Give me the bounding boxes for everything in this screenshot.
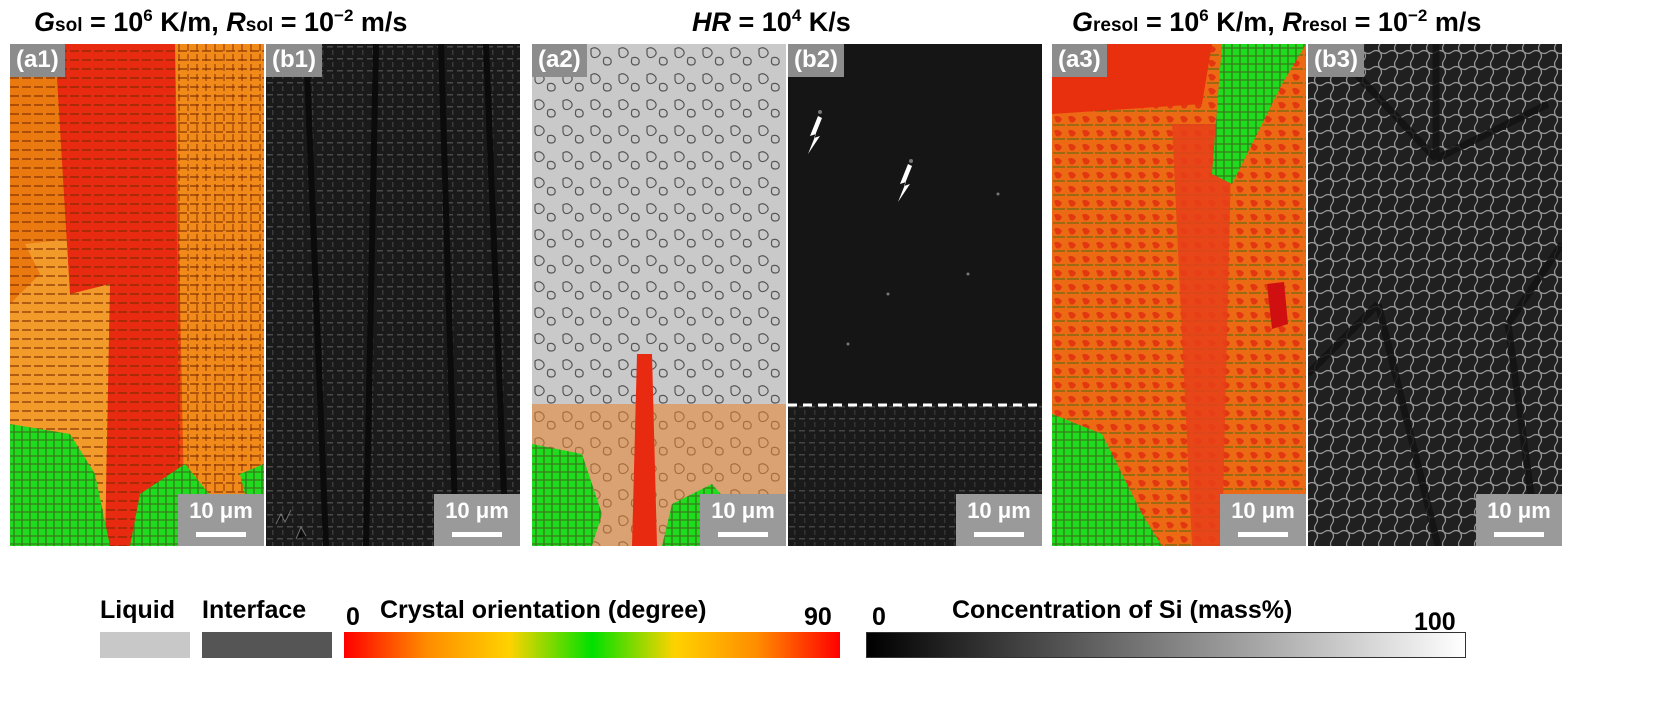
scale-bar: 10 μm (434, 494, 520, 546)
legend-interface-swatch (202, 632, 332, 658)
orientation-min-label: 0 (346, 603, 360, 631)
r-exponent: −2 (1407, 6, 1428, 25)
r-exponent: −2 (334, 6, 354, 25)
scale-line (1238, 532, 1288, 537)
concentration-map-image (266, 44, 520, 546)
arrow-icon (808, 116, 822, 154)
panel-label: (b2) (788, 44, 844, 77)
r-unit: m/s (353, 7, 408, 37)
scale-bar: 10 μm (1220, 494, 1306, 546)
panel-b2-concentration-map: (b2) 10 μm (788, 44, 1042, 546)
scale-label: 10 μm (967, 498, 1031, 523)
r-subscript: sol (245, 15, 274, 36)
g-subscript: resol (1093, 15, 1139, 36)
panel-label: (b1) (266, 44, 322, 77)
r-subscript: resol (1301, 15, 1348, 36)
orientation-liquid-map-image (532, 44, 786, 546)
concentration-liquid-map-image (788, 44, 1042, 546)
scale-label: 10 μm (445, 498, 509, 523)
hr-symbol: HR (692, 7, 731, 37)
header-middle: HR = 104 K/s (692, 6, 851, 38)
scale-line (452, 532, 502, 537)
panel-label: (a1) (10, 44, 65, 77)
scale-label: 10 μm (1487, 498, 1551, 523)
orientation-map-image (1052, 44, 1306, 546)
g-equals: = 10 (1138, 7, 1200, 37)
panel-label: (b3) (1308, 44, 1364, 77)
r-symbol: R (226, 7, 246, 37)
orientation-map-image (10, 44, 264, 546)
r-symbol: R (1282, 7, 1302, 37)
panel-label: (a2) (532, 44, 587, 77)
g-exponent: 6 (143, 6, 153, 25)
scale-line (196, 532, 246, 537)
g-equals: = 10 (82, 7, 144, 37)
orientation-title: Crystal orientation (degree) (380, 596, 707, 624)
arrow-icon (898, 164, 912, 202)
scale-bar: 10 μm (956, 494, 1042, 546)
hr-exponent: 4 (791, 6, 802, 25)
scale-bar: 10 μm (178, 494, 264, 546)
legend-liquid-swatch (100, 632, 190, 658)
panel-a3-orientation-map: (a3) 10 μm (1052, 44, 1306, 546)
r-equals: = 10 (273, 7, 335, 37)
scale-label: 10 μm (1231, 498, 1295, 523)
panel-b3-concentration-map: (b3) 10 μm (1308, 44, 1562, 546)
scale-line (1494, 532, 1544, 537)
concentration-colorbar (866, 632, 1466, 658)
scale-bar: 10 μm (700, 494, 786, 546)
legend-liquid-label: Liquid (100, 596, 175, 624)
concentration-map-image (1308, 44, 1562, 546)
header-right: Gresol = 106 K/m, Rresol = 10−2 m/s (1072, 6, 1481, 38)
g-subscript: sol (55, 15, 83, 36)
g-unit: K/m, (152, 7, 227, 37)
g-unit: K/m, (1208, 7, 1283, 37)
concentration-title: Concentration of Si (mass%) (952, 596, 1293, 624)
r-unit: m/s (1427, 7, 1482, 37)
concentration-min-label: 0 (872, 603, 886, 631)
panel-b1-concentration-map: (b1) 10 μm (266, 44, 520, 546)
scale-line (718, 532, 768, 537)
g-symbol: G (1072, 7, 1094, 37)
scale-line (974, 532, 1024, 537)
hr-equals: = 10 (731, 7, 792, 37)
orientation-max-label: 90 (804, 603, 832, 631)
header-left: Gsol = 106 K/m, Rsol = 10−2 m/s (34, 6, 407, 38)
g-exponent: 6 (1199, 6, 1209, 25)
legend-interface-label: Interface (202, 596, 307, 624)
scale-label: 10 μm (711, 498, 775, 523)
orientation-colorbar (344, 632, 840, 658)
g-symbol: G (34, 7, 56, 37)
scale-label: 10 μm (189, 498, 253, 523)
panel-label: (a3) (1052, 44, 1107, 77)
scale-bar: 10 μm (1476, 494, 1562, 546)
panel-a1-orientation-map: (a1) 10 μm (10, 44, 264, 546)
hr-unit: K/s (801, 7, 851, 37)
r-equals: = 10 (1347, 7, 1408, 37)
concentration-max-label: 100 (1414, 608, 1456, 636)
panel-a2-orientation-map: (a2) 10 μm (532, 44, 786, 546)
